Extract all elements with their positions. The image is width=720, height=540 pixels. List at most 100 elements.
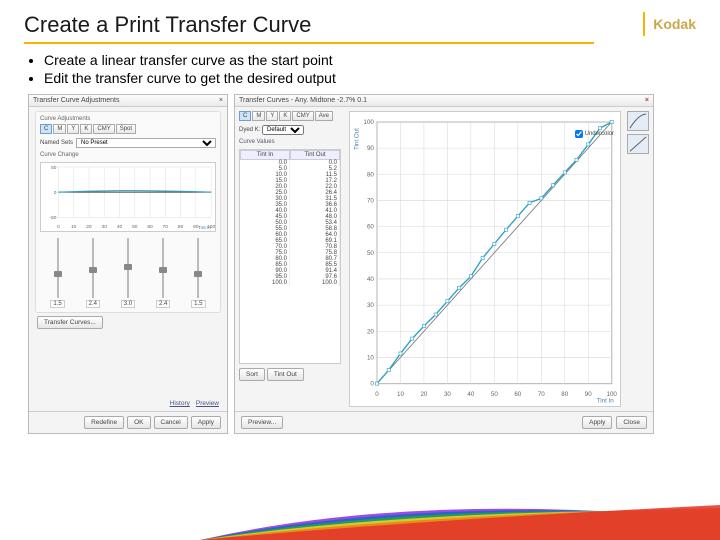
thumb-curve-icon[interactable] <box>627 111 649 131</box>
svg-text:40: 40 <box>467 391 474 398</box>
close-icon[interactable]: × <box>219 97 223 104</box>
adjust-slider[interactable]: 2.4 <box>156 238 170 308</box>
channel-buttons: CMYKCMYAve <box>239 111 341 121</box>
transfer-adjust-dialog: Transfer Curve Adjustments × Curve Adjus… <box>28 94 228 434</box>
page-title: Create a Print Transfer Curve <box>24 12 311 38</box>
svg-text:40: 40 <box>367 276 374 283</box>
channel-c-button[interactable]: C <box>239 111 251 121</box>
dialog-title: Transfer Curves - Any. Midtone -2.7% 0.1 <box>239 97 367 104</box>
svg-text:70: 70 <box>163 224 169 230</box>
svg-text:80: 80 <box>561 391 568 398</box>
adjust-slider[interactable]: 2.4 <box>86 238 100 308</box>
adjustment-chart: 0102030405060708090100-50050Tint In <box>40 162 216 232</box>
svg-text:-50: -50 <box>49 215 56 221</box>
dialog-title: Transfer Curve Adjustments <box>33 97 120 104</box>
svg-text:Tint In: Tint In <box>597 397 615 404</box>
svg-text:80: 80 <box>367 171 374 178</box>
svg-text:60: 60 <box>514 391 521 398</box>
svg-text:30: 30 <box>367 302 374 309</box>
channel-cmy-button[interactable]: CMY <box>292 111 313 121</box>
undercolor-label: Undercolor <box>585 131 614 137</box>
cancel-button[interactable]: Cancel <box>154 416 188 429</box>
svg-text:90: 90 <box>367 145 374 152</box>
svg-text:20: 20 <box>367 328 374 335</box>
channel-ave-button[interactable]: Ave <box>315 111 333 121</box>
svg-text:50: 50 <box>132 224 138 230</box>
bullet-item: Edit the transfer curve to get the desir… <box>44 70 696 86</box>
svg-text:60: 60 <box>367 224 374 231</box>
channel-m-button[interactable]: M <box>252 111 265 121</box>
channel-k-button[interactable]: K <box>80 124 92 134</box>
channel-c-button[interactable]: C <box>40 124 52 134</box>
apply-button[interactable]: Apply <box>191 416 221 429</box>
preview-button[interactable]: Preview... <box>241 416 283 429</box>
apply-button[interactable]: Apply <box>582 416 612 429</box>
slider-value: 1.5 <box>191 300 205 308</box>
col-header: Tint In <box>240 150 290 160</box>
svg-text:Tint In: Tint In <box>198 225 212 231</box>
preset-select[interactable]: Default <box>262 125 304 135</box>
curve-thumbnails <box>625 107 653 411</box>
svg-text:40: 40 <box>117 224 123 230</box>
svg-text:Tint Out: Tint Out <box>353 128 360 150</box>
channel-spot-button[interactable]: Spot <box>116 124 136 134</box>
svg-text:100: 100 <box>363 119 374 126</box>
tintout-button[interactable]: Tint Out <box>267 368 304 381</box>
sort-button[interactable]: Sort <box>239 368 265 381</box>
transfer-curve-chart[interactable]: 00 10 10 20 20 30 30 40 40 50 50 60 60 70 70 80 80 90 90 10… <box>349 111 621 407</box>
named-sets-label: Named Sets <box>40 140 73 146</box>
svg-text:70: 70 <box>367 198 374 205</box>
preview-link[interactable]: Preview <box>196 400 219 407</box>
table-row[interactable]: 100.0100.0 <box>240 280 340 286</box>
svg-text:20: 20 <box>420 391 427 398</box>
preset-label: Dyed K: <box>239 127 260 133</box>
slider-row: 1.5 2.4 3.0 2.4 1.5 <box>40 238 216 308</box>
history-link[interactable]: History <box>170 400 190 407</box>
channel-m-button[interactable]: M <box>53 124 66 134</box>
svg-text:10: 10 <box>71 224 77 230</box>
kodak-logo: Kodak <box>643 12 696 36</box>
svg-text:50: 50 <box>491 391 498 398</box>
bullet-list: Create a linear transfer curve as the st… <box>0 52 720 94</box>
svg-text:0: 0 <box>370 381 374 388</box>
adjust-slider[interactable]: 3.0 <box>121 238 135 308</box>
curve-change-label: Curve Change <box>40 152 216 158</box>
svg-text:0: 0 <box>54 190 57 196</box>
undercolor-checkbox[interactable] <box>575 130 583 138</box>
close-button[interactable]: Close <box>616 416 647 429</box>
adjust-slider[interactable]: 1.5 <box>51 238 65 308</box>
curve-values-label: Curve Values <box>239 139 341 145</box>
redefine-button[interactable]: Redefine <box>84 416 124 429</box>
transfer-curves-dialog: Transfer Curves - Any. Midtone -2.7% 0.1… <box>234 94 654 434</box>
channel-k-button[interactable]: K <box>279 111 291 121</box>
channel-y-button[interactable]: Y <box>266 111 278 121</box>
tint-table[interactable]: Tint In Tint Out 0.00.05.05.210.011.515.… <box>239 149 341 364</box>
svg-text:10: 10 <box>367 355 374 362</box>
dialog-titlebar: Transfer Curves - Any. Midtone -2.7% 0.1… <box>235 95 653 107</box>
svg-text:50: 50 <box>367 250 374 257</box>
svg-text:70: 70 <box>538 391 545 398</box>
svg-text:20: 20 <box>86 224 92 230</box>
svg-text:30: 30 <box>444 391 451 398</box>
slider-value: 2.4 <box>156 300 170 308</box>
bullet-item: Create a linear transfer curve as the st… <box>44 52 696 68</box>
svg-text:30: 30 <box>102 224 108 230</box>
svg-text:60: 60 <box>147 224 153 230</box>
named-sets-select[interactable]: No Preset <box>76 138 216 148</box>
adjust-slider[interactable]: 1.5 <box>191 238 205 308</box>
svg-text:50: 50 <box>51 165 57 171</box>
group-label: Curve Adjustments <box>40 116 216 124</box>
channel-y-button[interactable]: Y <box>67 124 79 134</box>
channel-cmy-button[interactable]: CMY <box>93 124 114 134</box>
svg-text:0: 0 <box>375 391 379 398</box>
svg-text:10: 10 <box>397 391 404 398</box>
ok-button[interactable]: OK <box>127 416 150 429</box>
slider-value: 1.5 <box>50 300 64 308</box>
accent-underline <box>24 42 594 44</box>
slider-value: 3.0 <box>121 300 135 308</box>
thumb-linear-icon[interactable] <box>627 134 649 154</box>
decorative-swoosh <box>0 470 720 540</box>
svg-text:90: 90 <box>585 391 592 398</box>
close-icon[interactable]: × <box>645 97 649 104</box>
transfer-curves-button[interactable]: Transfer Curves... <box>37 316 103 329</box>
